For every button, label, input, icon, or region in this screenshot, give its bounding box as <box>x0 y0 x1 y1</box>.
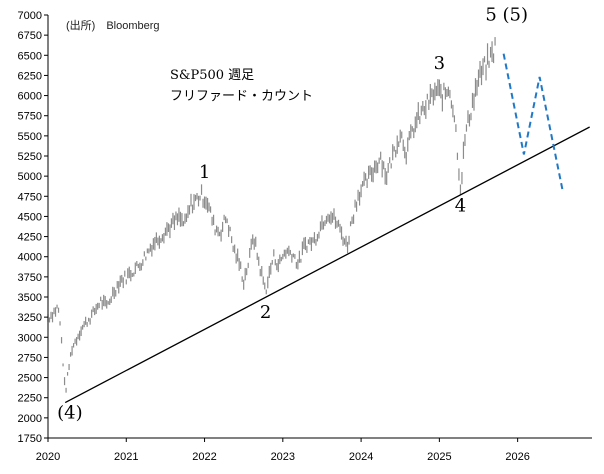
x-tick-label: 2026 <box>505 451 529 463</box>
source-label: (出所) Bloomberg <box>66 18 160 32</box>
y-tick-label: 1750 <box>18 433 42 445</box>
y-tick-label: 3250 <box>18 312 42 324</box>
y-tick-label: 4250 <box>18 232 42 244</box>
chart-subtitle: フリファード・カウント <box>170 89 313 104</box>
y-tick-label: 4750 <box>18 191 42 203</box>
axes <box>44 14 592 442</box>
x-tick-label: 2025 <box>427 451 451 463</box>
y-axis-labels: 1750 2000 2250 2500 2750 3000 3250 3500 3750 4000… <box>18 10 42 445</box>
y-tick-label: 2750 <box>18 352 42 364</box>
y-tick-label: 6500 <box>18 50 42 62</box>
chart-title: S&P500 週足 <box>170 68 254 83</box>
y-tick-label: 2250 <box>18 393 42 405</box>
y-tick-label: 5750 <box>18 111 42 123</box>
y-tick-label: 3000 <box>18 332 42 344</box>
x-tick-label: 2020 <box>36 451 60 463</box>
y-tick-label: 2000 <box>18 413 42 425</box>
wave-label: 3 <box>434 53 445 74</box>
x-tick-label: 2021 <box>114 451 138 463</box>
projection-line <box>502 53 564 193</box>
x-tick-label: 2022 <box>192 451 216 463</box>
x-axis-labels: 2020 2021 2022 2023 2024 2025 2026 <box>36 451 530 463</box>
y-tick-label: 5000 <box>18 171 42 183</box>
wave-label: (4) <box>57 403 83 424</box>
wave-label: 4 <box>455 196 466 217</box>
wave-labels: 1 2 3 4 5 (5) (4) <box>57 5 528 424</box>
trendline <box>64 126 590 404</box>
wave-label: 5 (5) <box>485 5 528 26</box>
y-tick-label: 6250 <box>18 70 42 82</box>
y-tick-label: 6750 <box>18 30 42 42</box>
x-tick-label: 2023 <box>271 451 295 463</box>
x-tick-label: 2024 <box>349 451 373 463</box>
y-tick-label: 5500 <box>18 131 42 143</box>
y-tick-label: 4000 <box>18 252 42 264</box>
projection-dashed-path <box>502 53 564 193</box>
y-tick-label: 5250 <box>18 151 42 163</box>
y-tick-label: 2500 <box>18 373 42 385</box>
y-tick-label: 3750 <box>18 272 42 284</box>
price-series <box>47 37 496 393</box>
y-tick-label: 4500 <box>18 211 42 223</box>
wave-label: 1 <box>199 162 210 183</box>
y-tick-label: 3500 <box>18 292 42 304</box>
y-tick-label: 7000 <box>18 10 42 22</box>
y-tick-label: 6000 <box>18 91 42 103</box>
wave-label: 2 <box>260 302 271 323</box>
